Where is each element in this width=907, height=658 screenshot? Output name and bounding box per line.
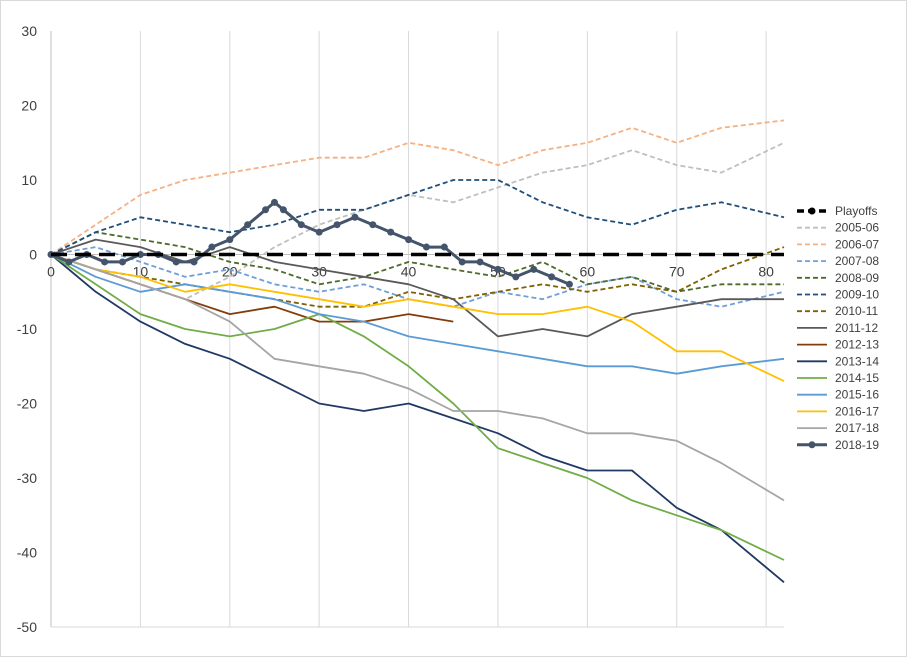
- legend-label-1: 2005-06: [835, 221, 879, 235]
- y-tick-label-1: 20: [21, 98, 37, 114]
- series-point-14-19: [369, 221, 377, 229]
- x-tick-label-2: 20: [222, 264, 238, 280]
- series-line-12: [50, 253, 785, 382]
- y-tick-label-2: 10: [21, 172, 37, 188]
- series-point-14-21: [405, 236, 413, 244]
- series-line-2: [50, 119, 785, 256]
- series-point-14-8: [190, 258, 198, 266]
- legend-label-10: 2014-15: [835, 371, 879, 385]
- legend-label-6: 2010-11: [835, 304, 878, 318]
- grid: [50, 31, 767, 627]
- x-tick-label-7: 70: [669, 264, 685, 280]
- series-point-14-27: [512, 273, 520, 281]
- legend: Playoffs 2005-06 2006-07 2007-08 2008-09 2009…: [797, 204, 879, 452]
- x-tick-label-0: 0: [47, 264, 55, 280]
- legend-label-14: 2018-19: [835, 438, 879, 452]
- series-2014-15: [50, 253, 785, 561]
- series-point-14-25: [476, 258, 484, 266]
- legend-label-8: 2012-13: [835, 338, 879, 352]
- series-point-14-30: [565, 280, 573, 288]
- series-line-7: [50, 238, 784, 338]
- series-2010-11: [50, 246, 785, 308]
- series-line-1: [50, 141, 785, 301]
- legend-label-4: 2008-09: [835, 271, 879, 285]
- series-point-14-12: [262, 206, 270, 214]
- legend-label-12: 2016-17: [835, 404, 879, 418]
- series-point-14-7: [172, 258, 180, 266]
- series-2017-18: [50, 253, 785, 502]
- series-point-14-11: [244, 221, 252, 229]
- y-tick-label-8: -50: [17, 619, 37, 635]
- series-2018-19: [47, 198, 573, 288]
- series-2005-06: [50, 141, 785, 301]
- series-point-14-3: [101, 258, 109, 266]
- y-tick-label-3: 0: [29, 247, 37, 263]
- series-point-14-13: [270, 198, 278, 206]
- y-tick-label-5: -20: [17, 396, 37, 412]
- series-point-14-10: [226, 236, 234, 244]
- series-line-9: [50, 253, 785, 583]
- legend-label-13: 2017-18: [835, 421, 879, 435]
- series-point-14-4: [119, 258, 127, 266]
- legend-label-7: 2011-12: [835, 321, 878, 335]
- legend-label-5: 2009-10: [835, 288, 879, 302]
- legend-label-9: 2013-14: [835, 354, 879, 368]
- legend-label-0: Playoffs: [835, 204, 877, 218]
- series-2016-17: [50, 253, 785, 382]
- series-point-14-28: [530, 265, 538, 273]
- legend-label-3: 2007-08: [835, 254, 879, 268]
- series-point-14-17: [333, 221, 341, 229]
- x-tick-label-4: 40: [401, 264, 417, 280]
- series-point-14-29: [548, 273, 556, 281]
- series-point-14-15: [297, 221, 305, 229]
- series-point-14-22: [422, 243, 430, 251]
- legend-marker-0: [808, 207, 816, 215]
- series-point-14-14: [279, 206, 287, 214]
- x-tick-label-3: 30: [311, 264, 327, 280]
- y-tick-label-4: -10: [17, 321, 37, 337]
- series-line-6: [50, 246, 785, 308]
- series-line-10: [50, 253, 785, 561]
- series-point-14-1: [65, 258, 73, 266]
- y-tick-label-0: 30: [21, 23, 37, 39]
- series-line-13: [50, 253, 785, 502]
- x-tick-label-8: 80: [758, 264, 774, 280]
- x-tick-label-6: 60: [580, 264, 596, 280]
- series-point-14-16: [315, 228, 323, 236]
- series-line-4: [50, 231, 784, 293]
- legend-label-11: 2015-16: [835, 388, 879, 402]
- series-2009-10: [50, 179, 785, 256]
- series-point-14-26: [494, 265, 502, 273]
- y-tick-label-7: -40: [17, 545, 37, 561]
- series-2013-14: [50, 253, 785, 583]
- legend-label-2: 2006-07: [835, 237, 879, 251]
- series-point-14-24: [458, 258, 466, 266]
- series-point-14-9: [208, 243, 216, 251]
- series-2011-12: [50, 238, 784, 338]
- legend-marker-14: [808, 441, 816, 449]
- series-2008-09: [50, 231, 784, 293]
- series-point-14-23: [440, 243, 448, 251]
- y-tick-label-6: -30: [17, 470, 37, 486]
- series-line-5: [50, 179, 785, 256]
- series-point-14-18: [351, 213, 359, 221]
- series-2006-07: [50, 119, 785, 256]
- series-point-14-20: [387, 228, 395, 236]
